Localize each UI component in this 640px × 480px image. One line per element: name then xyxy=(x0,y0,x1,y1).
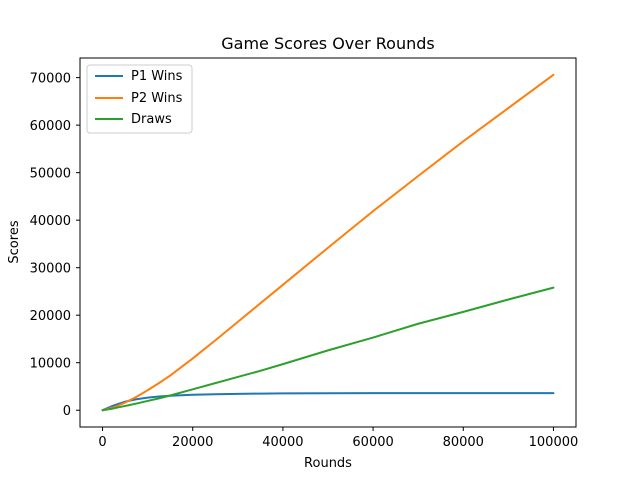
y-tick-label: 70000 xyxy=(30,72,71,87)
y-axis: 0 10000 20000 30000 40000 50000 60000 70000 xyxy=(30,72,80,419)
x-tick-label: 80000 xyxy=(443,435,484,450)
x-tick-label: 20000 xyxy=(172,435,213,450)
plot-frame xyxy=(79,57,577,428)
legend-label-draws: Draws xyxy=(131,112,172,127)
y-axis-label: Scores xyxy=(7,220,22,263)
y-tick-label: 40000 xyxy=(30,214,71,229)
series-group xyxy=(101,73,555,412)
x-tick-label: 100000 xyxy=(529,435,579,450)
chart-title: Game Scores Over Rounds xyxy=(221,34,434,53)
x-axis-label: Rounds xyxy=(304,456,352,471)
y-tick-label: 10000 xyxy=(30,357,71,372)
y-tick-label: 50000 xyxy=(30,167,71,182)
y-tick-label: 30000 xyxy=(30,262,71,277)
legend-label-p1-wins: P1 Wins xyxy=(131,69,183,84)
y-tick-label: 0 xyxy=(63,404,71,419)
legend: P1 Wins P2 Wins Draws xyxy=(86,64,193,134)
series-line-draws xyxy=(101,286,555,412)
legend-box xyxy=(86,64,193,134)
series-line-p2-wins xyxy=(101,73,555,412)
x-tick-label: 40000 xyxy=(262,435,303,450)
x-axis: 0 20000 40000 60000 80000 100000 xyxy=(98,427,578,450)
x-tick-label: 0 xyxy=(98,435,106,450)
y-tick-label: 20000 xyxy=(30,309,71,324)
series-line-p1-wins xyxy=(101,392,555,412)
y-tick-label: 60000 xyxy=(30,119,71,134)
legend-label-p2-wins: P2 Wins xyxy=(131,91,183,106)
x-tick-label: 60000 xyxy=(352,435,393,450)
